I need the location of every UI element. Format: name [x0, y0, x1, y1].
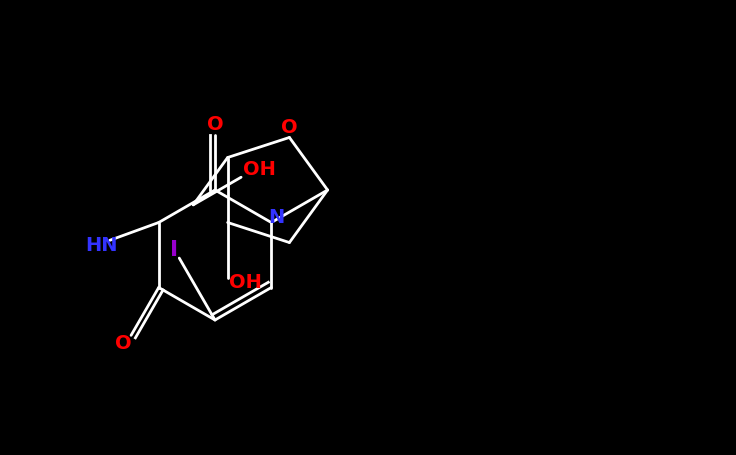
Text: OH: OH	[229, 273, 262, 292]
Text: N: N	[268, 208, 284, 227]
Text: O: O	[281, 118, 298, 137]
Text: HN: HN	[85, 236, 118, 255]
Text: O: O	[207, 115, 223, 134]
Text: O: O	[115, 334, 132, 353]
Text: OH: OH	[243, 160, 275, 179]
Text: I: I	[170, 240, 178, 260]
